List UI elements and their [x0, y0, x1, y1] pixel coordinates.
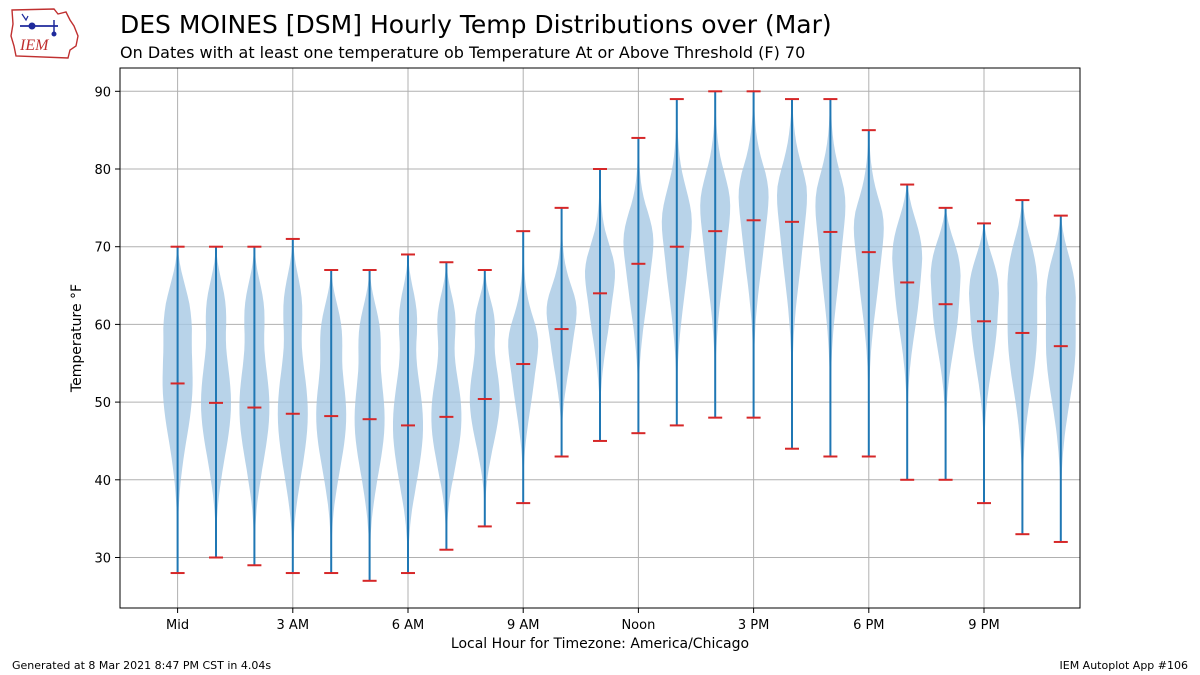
- y-tick-label: 90: [94, 85, 111, 100]
- x-tick-label: 9 AM: [507, 618, 540, 633]
- plot-frame: [119, 67, 1081, 609]
- y-axis-label: Temperature °F: [69, 284, 85, 393]
- x-axis-label: Local Hour for Timezone: America/Chicago: [451, 636, 749, 652]
- iem-logo: IEM: [10, 8, 79, 59]
- x-tick-label: Mid: [166, 618, 189, 633]
- ticks: 30 40 50 60 70 80 90 Mid 3 AM 6 AM 9 AM Noon 3 PM 6 P…: [94, 85, 999, 633]
- x-tick-label: Noon: [621, 618, 655, 633]
- y-tick-label: 30: [94, 551, 111, 566]
- x-tick-label: 6 PM: [853, 618, 884, 633]
- y-tick-label: 50: [94, 396, 111, 411]
- chart-subtitle: On Dates with at least one temperature o…: [120, 43, 806, 62]
- y-tick-label: 40: [94, 474, 111, 489]
- app-id: IEM Autoplot App #106: [1059, 659, 1189, 672]
- x-tick-label: 3 PM: [738, 618, 769, 633]
- weather-station-icon: [20, 13, 58, 37]
- logo-text: IEM: [19, 37, 50, 54]
- y-tick-label: 80: [94, 163, 111, 178]
- x-tick-label: 3 AM: [277, 618, 310, 633]
- generated-timestamp: Generated at 8 Mar 2021 8:47 PM CST in 4…: [12, 659, 272, 672]
- chart-title: DES MOINES [DSM] Hourly Temp Distributio…: [120, 10, 832, 39]
- y-tick-label: 70: [94, 241, 111, 256]
- x-tick-label: 9 PM: [968, 618, 999, 633]
- y-tick-label: 60: [94, 318, 111, 333]
- whiskers: [170, 90, 1068, 582]
- x-tick-label: 6 AM: [392, 618, 425, 633]
- violins: [162, 91, 1076, 581]
